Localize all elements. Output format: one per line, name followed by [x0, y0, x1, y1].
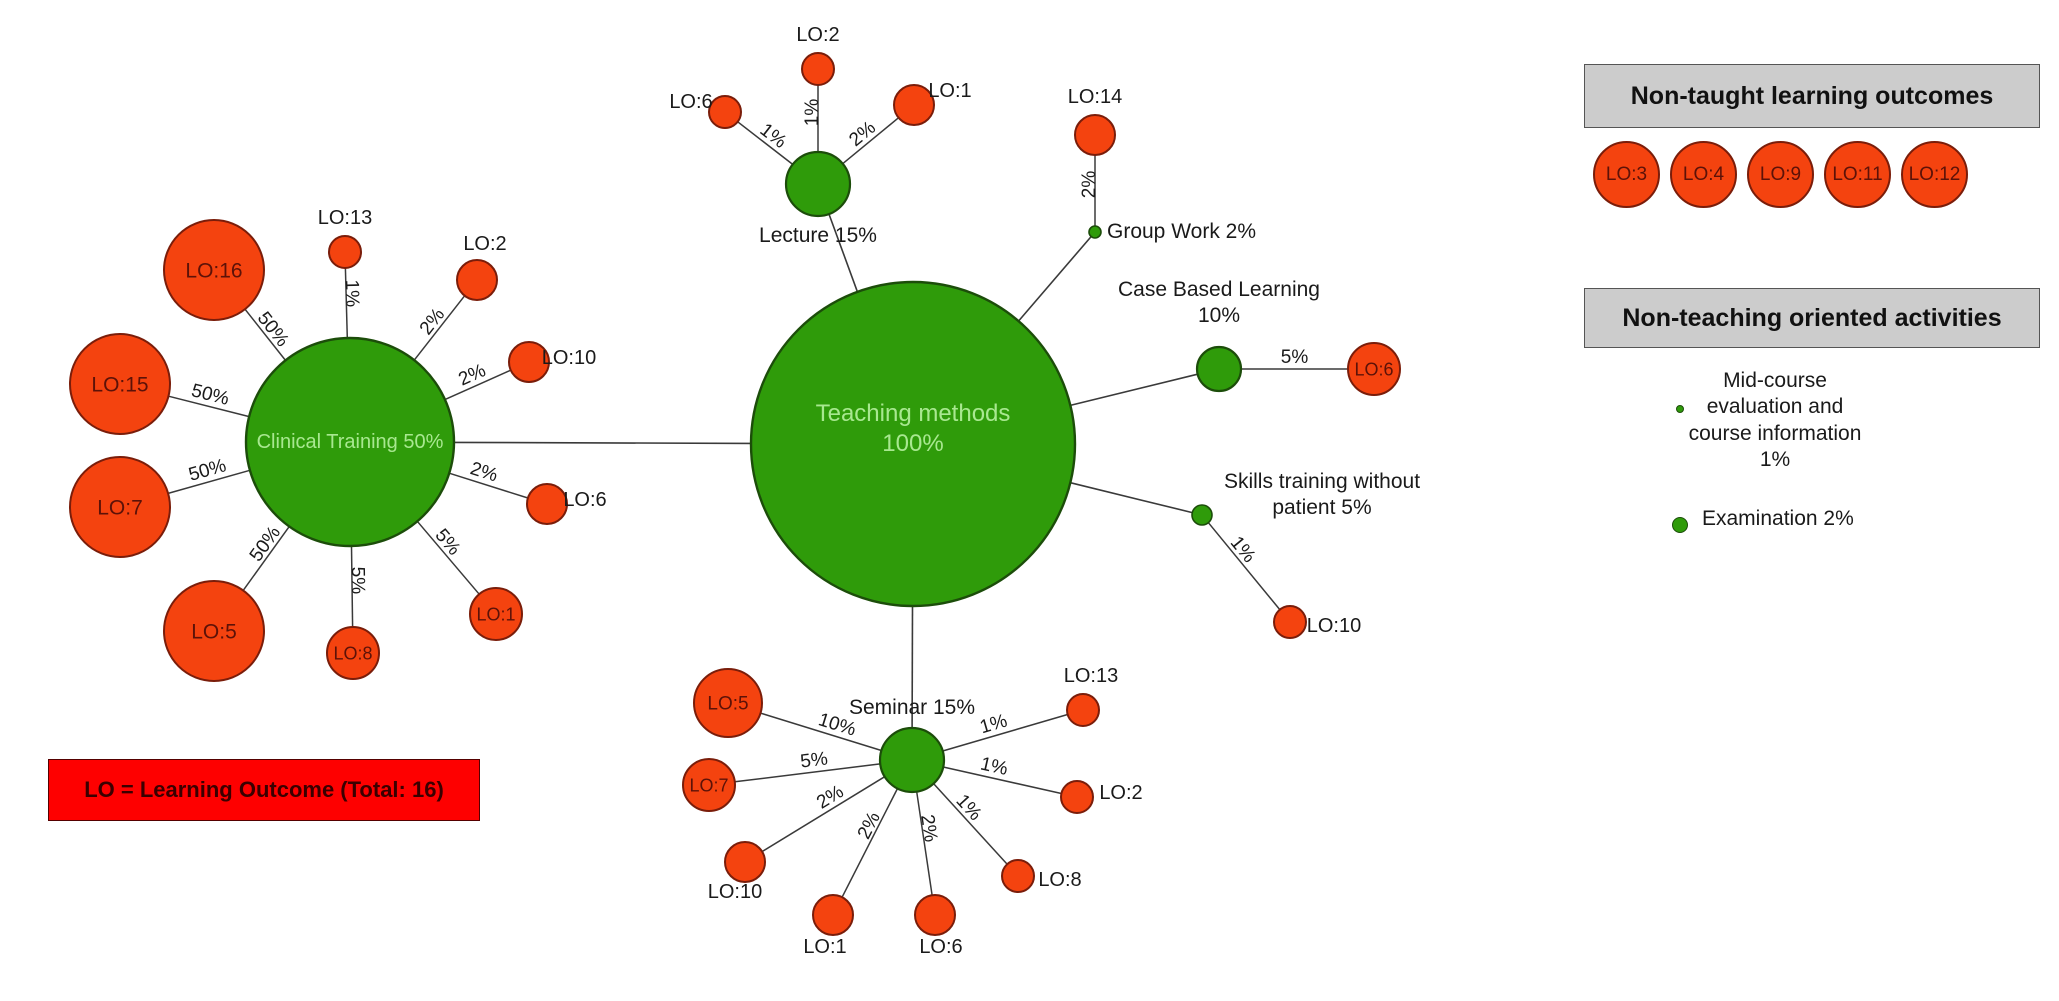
svg-text:2%: 2% [854, 809, 885, 843]
svg-text:LO:15: LO:15 [91, 373, 148, 396]
svg-text:1%: 1% [756, 119, 791, 152]
svg-text:LO:10: LO:10 [708, 881, 762, 903]
svg-text:50%: 50% [186, 455, 228, 486]
svg-text:2%: 2% [916, 813, 941, 843]
svg-text:Lecture 15%: Lecture 15% [759, 224, 877, 247]
svg-text:LO:8: LO:8 [1038, 869, 1081, 891]
svg-text:LO:16: LO:16 [185, 259, 242, 282]
svg-text:LO:2: LO:2 [796, 24, 839, 46]
svg-text:LO:1: LO:1 [476, 604, 515, 624]
svg-text:Group Work 2%: Group Work 2% [1107, 220, 1256, 243]
svg-text:2%: 2% [813, 781, 847, 813]
svg-text:2%: 2% [416, 304, 450, 339]
svg-text:LO:10: LO:10 [542, 347, 596, 369]
svg-text:LO:1: LO:1 [928, 80, 971, 102]
svg-text:patient 5%: patient 5% [1272, 496, 1371, 519]
svg-text:5%: 5% [347, 567, 368, 595]
svg-text:2%: 2% [845, 117, 880, 151]
svg-text:1%: 1% [1226, 532, 1260, 567]
svg-text:LO:7: LO:7 [97, 496, 143, 519]
svg-text:LO:2: LO:2 [1099, 782, 1142, 804]
svg-text:Seminar 15%: Seminar 15% [849, 696, 975, 719]
svg-text:10%: 10% [1198, 304, 1240, 327]
svg-text:Skills training without: Skills training without [1224, 470, 1420, 493]
svg-text:1%: 1% [802, 99, 823, 127]
svg-text:Teaching methods: Teaching methods [816, 400, 1011, 427]
svg-text:LO:1: LO:1 [803, 936, 846, 958]
svg-text:50%: 50% [246, 522, 285, 565]
svg-text:LO:14: LO:14 [1068, 86, 1122, 108]
svg-text:Clinical Training 50%: Clinical Training 50% [257, 431, 444, 453]
svg-text:LO:2: LO:2 [463, 233, 506, 255]
svg-text:50%: 50% [189, 380, 231, 410]
svg-text:Case Based Learning: Case Based Learning [1118, 278, 1320, 301]
svg-text:LO:6: LO:6 [919, 936, 962, 958]
svg-text:5%: 5% [1281, 347, 1309, 368]
svg-text:1%: 1% [341, 279, 363, 307]
svg-text:2%: 2% [468, 458, 501, 486]
svg-text:5%: 5% [431, 525, 465, 560]
svg-text:LO:5: LO:5 [707, 694, 748, 715]
svg-text:5%: 5% [799, 748, 829, 772]
svg-text:2%: 2% [1079, 171, 1100, 199]
svg-text:LO:5: LO:5 [191, 620, 237, 643]
svg-text:LO:6: LO:6 [1354, 359, 1393, 379]
svg-text:100%: 100% [882, 430, 943, 457]
svg-text:LO:7: LO:7 [689, 775, 728, 795]
svg-text:LO:8: LO:8 [333, 643, 372, 663]
svg-text:LO:13: LO:13 [1064, 665, 1118, 687]
svg-text:1%: 1% [952, 791, 986, 826]
svg-text:50%: 50% [253, 308, 293, 351]
svg-text:1%: 1% [978, 710, 1010, 738]
svg-text:LO:6: LO:6 [563, 489, 606, 511]
svg-text:2%: 2% [455, 360, 489, 390]
svg-text:LO:13: LO:13 [318, 207, 372, 229]
svg-text:LO:10: LO:10 [1307, 615, 1361, 637]
svg-text:LO:6: LO:6 [669, 91, 712, 113]
